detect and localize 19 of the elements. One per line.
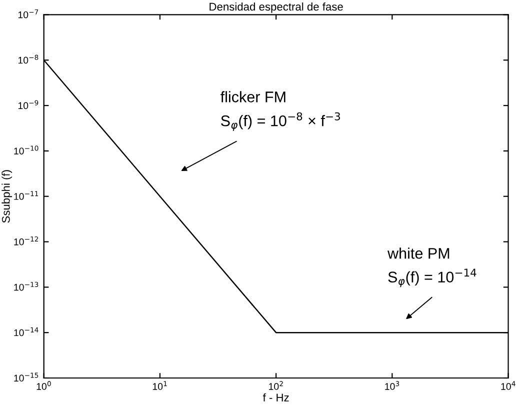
y-tick-label: 10$^{−7}$	[18, 9, 38, 18]
x-tick-label: 10$^{4}$	[501, 381, 516, 390]
y-tick-label: 10$^{−8}$	[18, 54, 38, 64]
y-tick-label: 10$^{−9}$	[18, 100, 38, 110]
y-tick-label: 10$^{−11}$	[14, 191, 38, 200]
x-tick-label: 10$^{0}$	[36, 381, 51, 390]
annotation: flicker FM S$_{φ}$(f) = 10$^{−8}$ × f$^{−3}$	[220, 91, 340, 131]
x-tick-label: 10$^{1}$	[152, 381, 167, 390]
y-tick-label: 10$^{−10}$	[14, 146, 38, 154]
y-tick-label: 10$^{−13}$	[14, 282, 38, 291]
y-tick-label: 10$^{−12}$	[14, 236, 38, 246]
y-tick-label: 10$^{−15}$	[14, 372, 38, 382]
chart-title: Densidad espectral de fase	[210, 2, 343, 13]
x-tick-label: 10$^{3}$	[385, 381, 400, 390]
y-axis-title: Ssubphi (f)	[2, 170, 12, 223]
x-tick-label: 10$^{2}$	[269, 381, 283, 390]
y-tick-label: 10$^{−14}$	[14, 327, 38, 336]
x-axis-title: f - Hz	[262, 393, 289, 402]
annotation: white PM S$_{φ}$(f) = 10$^{−14}$	[387, 248, 476, 288]
